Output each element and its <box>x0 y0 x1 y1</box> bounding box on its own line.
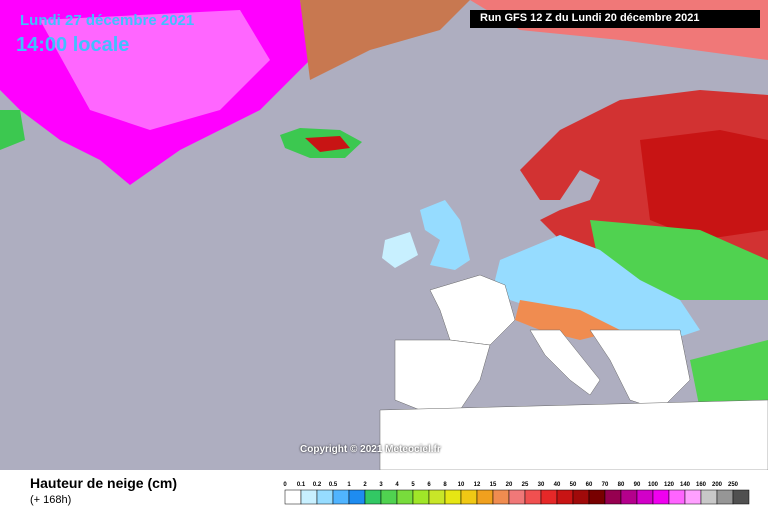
legend-swatch <box>332 489 350 505</box>
map <box>0 0 768 470</box>
legend-label: 100 <box>648 482 659 488</box>
iberia <box>394 339 491 411</box>
legend-label: 70 <box>602 482 609 488</box>
legend-swatch <box>412 489 430 505</box>
legend-swatch <box>428 489 446 505</box>
legend-label: 4 <box>395 482 399 488</box>
legend-label: 10 <box>458 482 465 488</box>
legend-swatch <box>316 489 334 505</box>
legend-label: 200 <box>712 482 723 488</box>
legend-swatch <box>396 489 414 505</box>
legend-swatch <box>652 489 670 505</box>
run-info: Run GFS 12 Z du Lundi 20 décembre 2021 <box>480 12 700 24</box>
legend-swatch <box>620 489 638 505</box>
legend-label: 0.1 <box>297 482 306 488</box>
legend-label: 3 <box>379 482 383 488</box>
legend-swatch <box>732 489 750 505</box>
legend-label: 40 <box>554 482 561 488</box>
legend-swatch <box>300 489 318 505</box>
legend-label: 60 <box>586 482 593 488</box>
italy <box>529 329 601 396</box>
legend-swatch <box>700 489 718 505</box>
legend-label: 250 <box>728 482 739 488</box>
legend-swatch <box>364 489 382 505</box>
legend-label: 15 <box>490 482 497 488</box>
time: 14:00 locale <box>16 34 130 56</box>
date: Lundi 27 décembre 2021 <box>20 12 195 29</box>
greenland-core <box>40 10 270 130</box>
north-africa <box>379 399 768 470</box>
legend-label: 0.2 <box>313 482 322 488</box>
legend-swatch <box>556 489 574 505</box>
legend-label: 5 <box>411 482 415 488</box>
legend-swatch <box>668 489 686 505</box>
legend-label: 12 <box>474 482 481 488</box>
legend-subtitle: (+ 168h) <box>30 494 72 506</box>
legend-label: 140 <box>680 482 691 488</box>
legend-label: 80 <box>618 482 625 488</box>
legend-swatch <box>540 489 558 505</box>
ireland <box>382 232 418 268</box>
run-box <box>470 10 760 28</box>
legend-label: 0 <box>283 482 287 488</box>
legend-swatch <box>476 489 494 505</box>
legend-label: 2 <box>363 482 367 488</box>
legend-title: Hauteur de neige (cm) <box>30 475 178 491</box>
france <box>429 274 516 346</box>
legend-swatch <box>380 489 398 505</box>
legend-label: 6 <box>427 482 431 488</box>
legend-swatch <box>444 489 462 505</box>
legend-label: 160 <box>696 482 707 488</box>
legend-label: 120 <box>664 482 675 488</box>
svalbard <box>300 0 470 80</box>
legend-label: 1 <box>347 482 351 488</box>
legend-swatch <box>284 489 302 505</box>
legend-swatch <box>588 489 606 505</box>
great-britain <box>420 200 470 270</box>
legend-swatch <box>636 489 654 505</box>
legend-label: 8 <box>443 482 447 488</box>
legend-label: 50 <box>570 482 577 488</box>
legend-swatch <box>524 489 542 505</box>
legend-label: 0.5 <box>329 482 338 488</box>
legend-swatch <box>460 489 478 505</box>
legend-label: 20 <box>506 482 513 488</box>
legend-swatch <box>572 489 590 505</box>
central-europe <box>495 235 700 340</box>
land <box>0 110 25 150</box>
iceland-core <box>305 136 350 152</box>
legend-label: 30 <box>538 482 545 488</box>
copyright: Copyright © 2021 Meteociel.fr <box>300 444 441 455</box>
legend-swatch <box>604 489 622 505</box>
legend-swatch <box>348 489 366 505</box>
legend-swatch <box>684 489 702 505</box>
legend-label: 25 <box>522 482 529 488</box>
turkey <box>690 340 768 410</box>
legend-swatch <box>492 489 510 505</box>
legend-swatch <box>716 489 734 505</box>
legend-label: 90 <box>634 482 641 488</box>
russia <box>640 130 768 240</box>
legend-swatch <box>508 489 526 505</box>
